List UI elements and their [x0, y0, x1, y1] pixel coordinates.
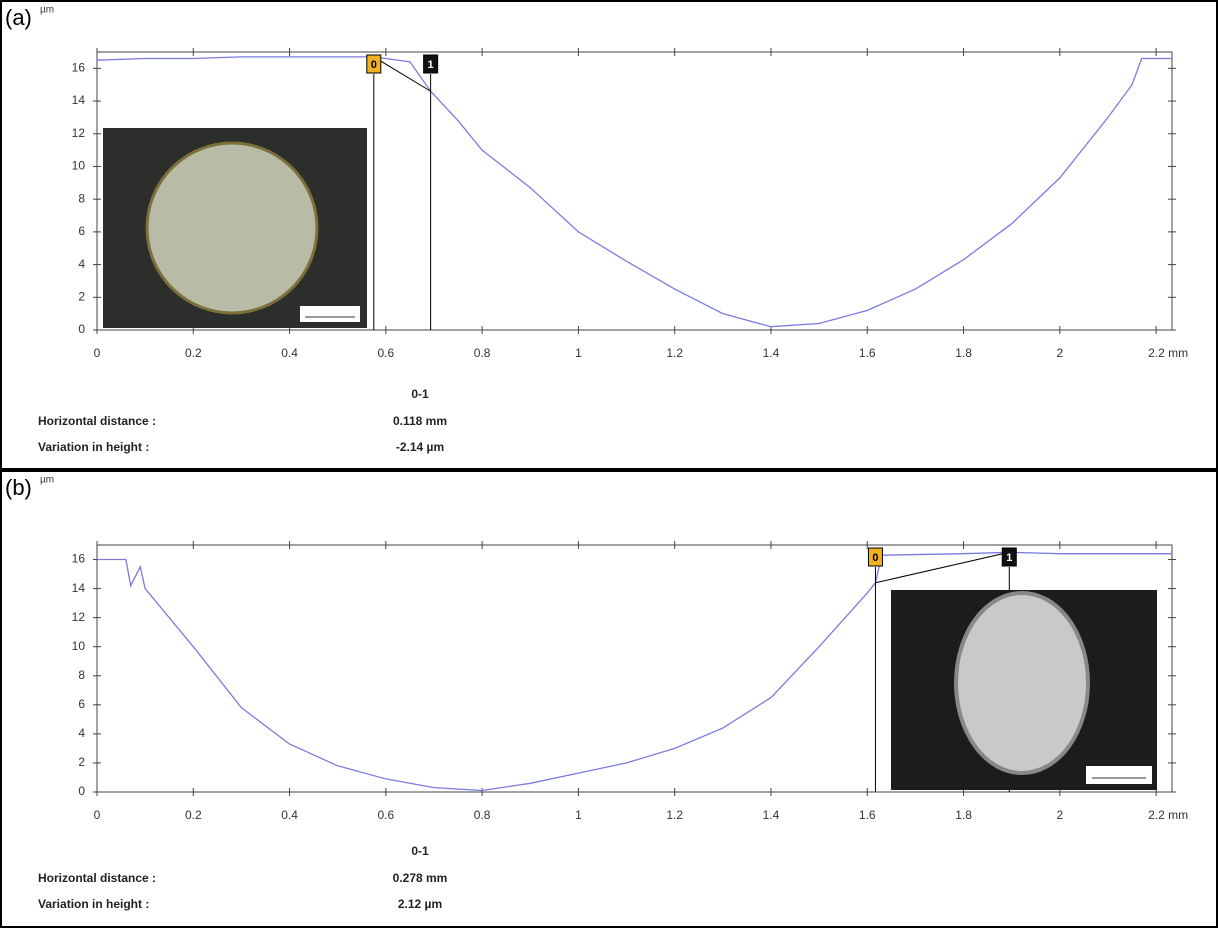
- inset-spot: [145, 141, 319, 315]
- y-tick-label: 16: [72, 61, 86, 75]
- x-tick-label: 2: [1056, 808, 1063, 822]
- x-tick-label: 0: [94, 346, 101, 360]
- x-tick-label: 1.6: [859, 346, 876, 360]
- marker-label: 0: [872, 552, 878, 564]
- scale-bar: [1086, 766, 1152, 784]
- panel-label: (a): [5, 5, 32, 30]
- marker-label: 1: [428, 59, 434, 71]
- y-tick-label: 0: [78, 784, 85, 798]
- x-tick-label: 0.2: [185, 808, 202, 822]
- y-tick-label: 14: [72, 93, 86, 107]
- insets: [103, 128, 1157, 790]
- y-tick-label: 12: [72, 126, 86, 140]
- scale-bar: [300, 306, 360, 322]
- plot-frame: [96, 51, 1173, 331]
- y-tick-label: 10: [72, 159, 86, 173]
- marker-box: [1001, 547, 1017, 567]
- marker-box: [867, 547, 883, 567]
- y-tick-label: 4: [78, 726, 85, 740]
- x-tick-label: 0.8: [474, 346, 491, 360]
- plot-frame: [96, 544, 1173, 793]
- y-tick-label: 0: [78, 322, 85, 336]
- x-tick-label: 0.4: [281, 808, 298, 822]
- measure-name: Variation in height :: [38, 440, 149, 454]
- x-tick-label: 2.2 mm: [1148, 346, 1188, 360]
- marker-box: [366, 54, 382, 74]
- y-tick-label: 10: [72, 639, 86, 653]
- x-tick-label: 1: [575, 346, 582, 360]
- y-unit: µm: [40, 5, 54, 16]
- x-tick-label: 0.8: [474, 808, 491, 822]
- x-tick-label: 1.8: [955, 346, 972, 360]
- marker-link: [875, 551, 1010, 584]
- marker-label: 1: [1006, 552, 1012, 564]
- marker-link: [373, 56, 431, 92]
- x-tick-label: 2: [1056, 346, 1063, 360]
- measure-header: 0-1: [411, 844, 429, 858]
- x-tick-label: 1: [575, 808, 582, 822]
- marker-label: 0: [371, 59, 377, 71]
- measure-value: 0.278 mm: [393, 871, 448, 885]
- y-tick-label: 14: [72, 581, 86, 595]
- y-tick-label: 8: [78, 191, 85, 205]
- y-tick-label: 8: [78, 668, 85, 682]
- profile-line: [96, 56, 1172, 328]
- y-tick-label: 16: [72, 552, 86, 566]
- inset-spot: [954, 591, 1090, 775]
- measure-value: 2.12 µm: [398, 897, 442, 911]
- x-tick-label: 1.2: [666, 808, 683, 822]
- x-tick-label: 1.4: [763, 346, 780, 360]
- x-tick-label: 0: [94, 808, 101, 822]
- x-tick-label: 0.6: [378, 808, 395, 822]
- y-tick-label: 6: [78, 224, 85, 238]
- measure-value: -2.14 µm: [396, 440, 444, 454]
- y-tick-label: 2: [78, 755, 85, 769]
- y-tick-label: 12: [72, 610, 86, 624]
- measure-name: Variation in height :: [38, 897, 149, 911]
- y-tick-label: 2: [78, 289, 85, 303]
- y-unit: µm: [40, 475, 54, 486]
- measure-name: Horizontal distance :: [38, 414, 156, 428]
- marker-box: [423, 54, 439, 74]
- x-tick-label: 0.4: [281, 346, 298, 360]
- x-tick-label: 1.8: [955, 808, 972, 822]
- panel-label: (b): [5, 475, 32, 500]
- measure-value: 0.118 mm: [393, 414, 447, 428]
- x-tick-label: 1.2: [666, 346, 683, 360]
- measure-name: Horizontal distance :: [38, 871, 156, 885]
- y-tick-label: 4: [78, 257, 85, 271]
- x-tick-label: 0.6: [378, 346, 395, 360]
- x-tick-label: 0.2: [185, 346, 202, 360]
- y-tick-label: 6: [78, 697, 85, 711]
- x-tick-label: 1.6: [859, 808, 876, 822]
- x-tick-label: 2.2 mm: [1148, 808, 1188, 822]
- x-tick-label: 1.4: [763, 808, 780, 822]
- measure-header: 0-1: [411, 387, 429, 401]
